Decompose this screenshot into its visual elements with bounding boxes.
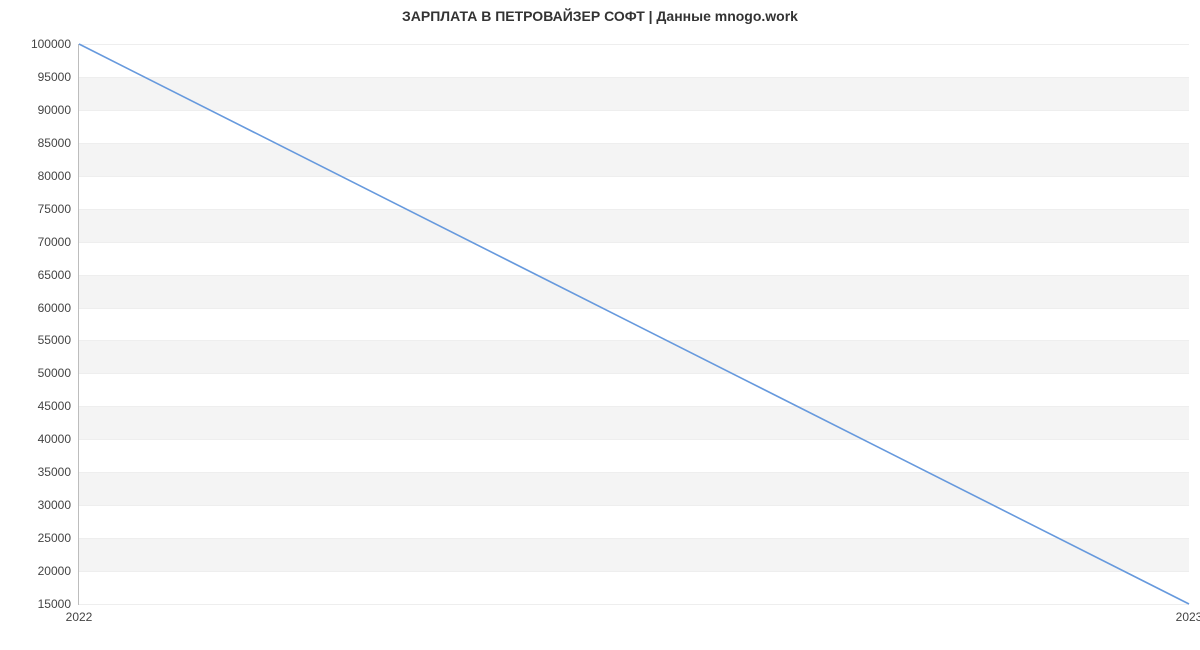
chart-title: ЗАРПЛАТА В ПЕТРОВАЙЗЕР СОФТ | Данные mno…: [0, 0, 1200, 24]
y-tick-label: 90000: [38, 103, 71, 117]
y-tick-label: 95000: [38, 70, 71, 84]
y-tick-label: 15000: [38, 597, 71, 611]
y-tick-label: 50000: [38, 366, 71, 380]
line-layer: [79, 44, 1189, 604]
y-tick-label: 35000: [38, 465, 71, 479]
y-tick-label: 45000: [38, 399, 71, 413]
y-tick-label: 75000: [38, 202, 71, 216]
y-tick-label: 65000: [38, 268, 71, 282]
y-tick-label: 30000: [38, 498, 71, 512]
x-tick-label: 2022: [66, 610, 93, 624]
y-tick-label: 60000: [38, 301, 71, 315]
y-tick-label: 70000: [38, 235, 71, 249]
plot-area: 1500020000250003000035000400004500050000…: [78, 44, 1189, 605]
y-tick-label: 55000: [38, 333, 71, 347]
y-tick-label: 25000: [38, 531, 71, 545]
series-line: [79, 44, 1189, 604]
gridline: [79, 604, 1189, 605]
y-tick-label: 85000: [38, 136, 71, 150]
y-tick-label: 80000: [38, 169, 71, 183]
x-tick-label: 2023: [1176, 610, 1200, 624]
y-tick-label: 100000: [31, 37, 71, 51]
y-tick-label: 40000: [38, 432, 71, 446]
y-tick-label: 20000: [38, 564, 71, 578]
chart-container: ЗАРПЛАТА В ПЕТРОВАЙЗЕР СОФТ | Данные mno…: [0, 0, 1200, 650]
